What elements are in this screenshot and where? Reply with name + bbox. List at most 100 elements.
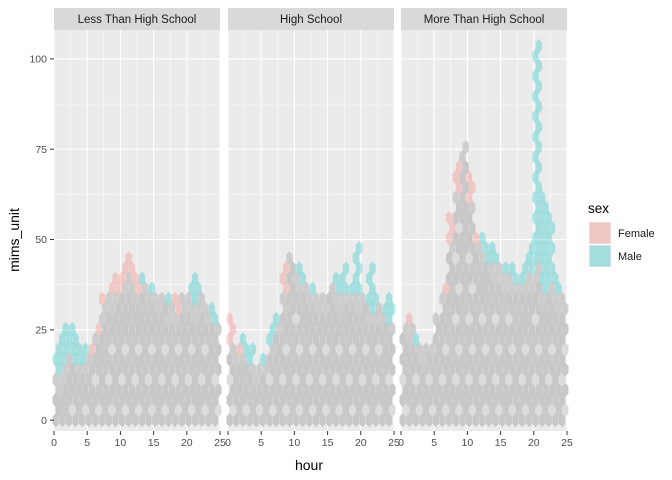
hex-cell-overlap [181, 342, 189, 357]
hex-cell-overlap [359, 332, 366, 347]
hex-cell-male [352, 251, 359, 266]
hex-cell-overlap [148, 382, 156, 397]
hex-cell-male [62, 342, 69, 357]
hex-cell-overlap [525, 352, 532, 367]
hex-cell-overlap [489, 322, 496, 337]
hex-cell-overlap [465, 413, 473, 428]
hex-cell-overlap [79, 372, 86, 387]
hex-cell-overlap [319, 413, 326, 428]
hex-cell-overlap [379, 311, 386, 327]
hex-cell-overlap [272, 332, 280, 347]
hex-cell-overlap [432, 372, 440, 387]
hex-cell-overlap [181, 362, 189, 377]
hex-cell-overlap [449, 402, 456, 418]
hex-cell-overlap [336, 402, 343, 418]
hex-cell-overlap [316, 322, 323, 337]
hex-cell-overlap [499, 311, 506, 327]
hex-cell-overlap [236, 402, 243, 418]
hex-cell-overlap [485, 413, 493, 428]
hex-cell-overlap [505, 413, 513, 428]
hex-cell-overlap [168, 382, 176, 397]
hex-cell-overlap [98, 392, 106, 408]
hex-cell-overlap [442, 402, 449, 418]
hex-cell-overlap [309, 322, 316, 337]
hex-cell-overlap [102, 402, 109, 418]
hex-cell-overlap [359, 311, 366, 327]
hex-cell-overlap [489, 301, 496, 316]
hex-cell-overlap [482, 281, 489, 296]
hex-cell-overlap [158, 311, 166, 327]
hex-cell-overlap [215, 322, 222, 337]
hex-cell-male [191, 291, 199, 306]
hex-cell-female [229, 322, 237, 337]
hex-cell-overlap [336, 301, 343, 316]
hex-cell-overlap [276, 342, 283, 357]
hex-cell-overlap [72, 372, 79, 387]
hex-cell-overlap [65, 352, 73, 367]
hex-cell-overlap [292, 392, 300, 408]
hex-cell-overlap [102, 362, 109, 377]
hex-cell-overlap [535, 322, 542, 337]
hex-cell-overlap [253, 372, 260, 387]
hex-cell-overlap [412, 352, 420, 367]
hex-cell-overlap [138, 392, 146, 408]
hex-cell-overlap [316, 362, 323, 377]
hex-cell-overlap [59, 392, 66, 408]
hex-cell-overlap [362, 402, 369, 418]
hex-cell-overlap [292, 413, 300, 428]
hex-cell-overlap [482, 362, 489, 377]
hex-cell-overlap [542, 342, 549, 357]
hex-cell-male [243, 342, 250, 357]
hex-cell-overlap [286, 291, 293, 306]
hex-cell-overlap [548, 362, 556, 377]
hex-cell-overlap [165, 332, 172, 347]
hex-cell-overlap [306, 332, 313, 347]
hex-cell-overlap [125, 291, 132, 306]
hex-cell-overlap [145, 413, 152, 428]
hex-cell-overlap [426, 392, 433, 408]
hex-cell-overlap [128, 382, 136, 397]
hex-cell-male [545, 271, 552, 286]
hex-cell-male [532, 48, 539, 64]
hex-cell-overlap [152, 311, 159, 327]
hex-cell-overlap [482, 261, 489, 276]
hex-cell-overlap [379, 392, 386, 408]
hex-cell-overlap [205, 413, 212, 428]
hex-cell-overlap [349, 301, 356, 316]
hex-cell-overlap [462, 322, 469, 337]
hex-cell-overlap [62, 382, 69, 397]
hex-cell-overlap [115, 362, 122, 377]
hex-cell-male [69, 322, 76, 337]
x-tick-label: 10 [289, 437, 301, 449]
hex-cell-overlap [479, 271, 486, 286]
hex-cell-overlap [382, 382, 389, 397]
hex-cell-overlap [282, 382, 290, 397]
hex-cell-overlap [62, 362, 69, 377]
hex-cell-overlap [342, 402, 350, 418]
hex-cell-male [355, 261, 363, 276]
hex-cell-overlap [532, 392, 539, 408]
hex-cell-overlap [201, 382, 209, 397]
hex-cell-overlap [286, 352, 293, 367]
hex-cell-overlap [465, 392, 473, 408]
hex-cell-overlap [349, 402, 356, 418]
hex-cell-overlap [459, 271, 466, 286]
hex-cell-overlap [429, 362, 436, 377]
hex-cell-overlap [256, 362, 263, 377]
hex-cell-overlap [316, 342, 323, 357]
hex-cell-overlap [205, 372, 212, 387]
hex-cell-overlap [422, 342, 430, 357]
hex-cell-overlap [326, 332, 333, 347]
hex-cell-overlap [375, 342, 383, 357]
hex-cell-overlap [55, 382, 63, 397]
hex-cell-overlap [402, 402, 410, 418]
hex-cell-overlap [548, 402, 556, 418]
hex-cell-overlap [211, 372, 219, 387]
hex-cell-overlap [309, 382, 316, 397]
hex-cell-overlap [445, 271, 453, 286]
hex-cell-female [279, 271, 286, 286]
hex-cell-overlap [512, 392, 519, 408]
hex-cell-overlap [382, 362, 389, 377]
hex-cell-overlap [432, 413, 440, 428]
hex-cell-male [519, 271, 526, 286]
